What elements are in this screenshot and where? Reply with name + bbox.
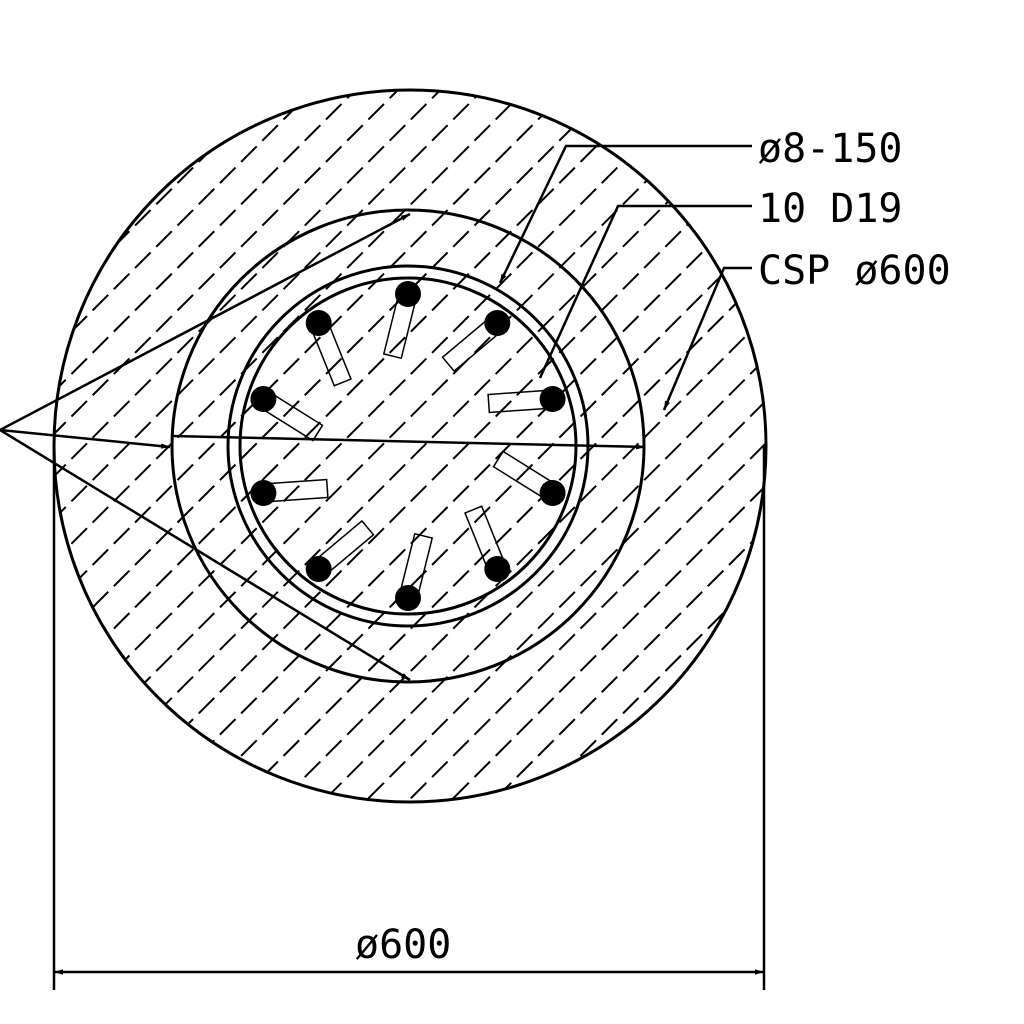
- callout-leaders: [498, 144, 752, 411]
- rebar: [305, 310, 332, 336]
- rebar: [305, 556, 332, 582]
- rebar: [539, 386, 566, 412]
- rebar-group: [250, 281, 566, 611]
- rebar: [484, 310, 511, 336]
- rebar: [484, 556, 511, 582]
- section-lines: [0, 212, 646, 682]
- rebar: [539, 480, 566, 506]
- rebar: [250, 386, 277, 412]
- callout-main-bars-label: 10 D19: [758, 186, 903, 232]
- diameter-dimension: [52, 446, 766, 990]
- rebar: [250, 480, 277, 506]
- rebar: [395, 585, 421, 611]
- callout-casing-label: CSP ø600: [758, 248, 951, 294]
- diameter-dimension-label: ø600: [355, 922, 451, 968]
- concrete-hatch: [54, 90, 766, 802]
- callout-ties-label: ø8-150: [758, 126, 903, 172]
- rebar: [395, 281, 421, 307]
